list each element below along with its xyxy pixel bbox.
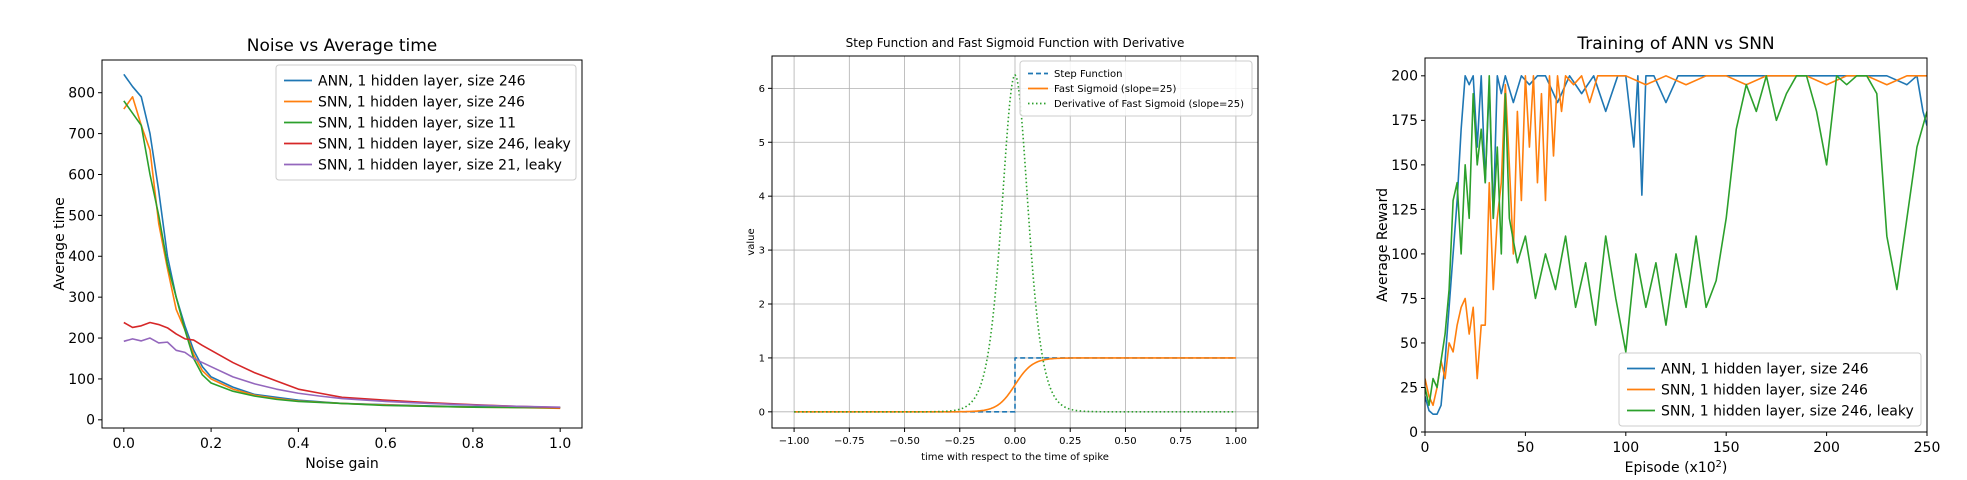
y-tick-label: 25 — [1400, 380, 1418, 396]
x-tick-label: 0 — [1421, 440, 1430, 456]
y-tick-label: 0 — [86, 413, 95, 429]
y-tick-label: 50 — [1400, 336, 1418, 352]
y-tick-label: 700 — [68, 127, 95, 143]
legend-label-0: Step Function — [1054, 69, 1122, 80]
series-group — [1425, 75, 1927, 415]
y-axis-label: value — [746, 228, 757, 255]
chart-title: Training of ANN vs SNN — [1576, 34, 1774, 54]
series-line-2 — [123, 100, 561, 409]
x-tick-label: 0.2 — [200, 436, 222, 452]
x-tick-label: 200 — [1813, 440, 1840, 456]
x-tick-label: 150 — [1713, 440, 1740, 456]
legend-label-1: SNN, 1 hidden layer, size 246 — [1661, 382, 1868, 398]
y-tick-label: 75 — [1400, 291, 1418, 307]
y-tick-label: 300 — [68, 290, 95, 306]
x-axis-label: time with respect to the time of spike — [921, 452, 1109, 463]
series-group — [794, 74, 1236, 413]
x-tick-label: 0.0 — [113, 436, 135, 452]
y-tick-label: 400 — [68, 249, 95, 265]
series-line-2 — [1425, 75, 1927, 407]
axes-frame — [101, 59, 583, 429]
y-tick-label: 2 — [759, 300, 765, 311]
legend: ANN, 1 hidden layer, size 246 SNN, 1 hidd… — [275, 64, 577, 181]
chart-title: Step Function and Fast Sigmoid Function … — [846, 36, 1185, 50]
legend-box — [1618, 352, 1922, 427]
legend: ANN, 1 hidden layer, size 246 SNN, 1 hidd… — [1618, 352, 1922, 427]
axes-frame — [1424, 57, 1928, 433]
legend: Step Function Fast Sigmoid (slope=25) Deri… — [1019, 60, 1253, 117]
y-tick-label: 125 — [1391, 202, 1418, 218]
legend-label-3: SNN, 1 hidden layer, size 246, leaky — [318, 136, 571, 152]
legend-label-4: SNN, 1 hidden layer, size 21, leaky — [318, 157, 562, 173]
x-tick-label: 0.8 — [462, 436, 484, 452]
y-tick-label: 600 — [68, 167, 95, 183]
x-tick-label: 0.75 — [1170, 436, 1192, 447]
series-line-1 — [794, 357, 1236, 413]
x-tick-label: 1.00 — [1225, 436, 1247, 447]
x-tick-label: 0.6 — [375, 436, 397, 452]
x-tick-label: 0.4 — [287, 436, 309, 452]
legend-label-0: ANN, 1 hidden layer, size 246 — [1661, 361, 1869, 377]
x-axis-label: Episode (x102) — [1625, 459, 1728, 477]
x-axis-label-superscript: 2 — [1716, 459, 1722, 470]
legend-label-2: Derivative of Fast Sigmoid (slope=25) — [1054, 99, 1244, 110]
y-axis-label: Average time — [52, 197, 68, 291]
series-line-3 — [123, 321, 561, 409]
x-tick-label: 1.0 — [549, 436, 571, 452]
x-axis-label-text: time with respect to the time of spike — [921, 452, 1109, 463]
series-line-4 — [123, 337, 561, 408]
y-axis-label: Average Reward — [1375, 188, 1391, 302]
x-tick-label: 50 — [1516, 440, 1534, 456]
y-tick-label: 500 — [68, 208, 95, 224]
y-tick-label: 0 — [1409, 425, 1418, 441]
series-line-2 — [794, 74, 1236, 413]
x-tick-label: 100 — [1612, 440, 1639, 456]
x-axis-label-suffix: ) — [1722, 460, 1727, 476]
y-tick-label: 800 — [68, 86, 95, 102]
x-axis-label: Noise gain — [305, 456, 379, 472]
step-and-sigmoid-chart: −1.00 −0.75 −0.50 −0.25 0.00 0.25 0.50 0.75 1.00… — [746, 36, 1259, 463]
legend-label-0: ANN, 1 hidden layer, size 246 — [318, 73, 526, 89]
y-tick-label: 200 — [68, 331, 95, 347]
y-tick-label: 150 — [1391, 158, 1418, 174]
legend-label-1: SNN, 1 hidden layer, size 246 — [318, 94, 525, 110]
x-axis-label-text: Noise gain — [305, 456, 379, 472]
training-ann-vs-snn-chart: 0 50 100 150 200 250 0 25 50 75 100 125 150 175 200 Tra… — [1375, 34, 1940, 476]
y-tick-label: 175 — [1391, 113, 1418, 129]
x-tick-label: −1.00 — [779, 436, 810, 447]
y-tick-label: 4 — [759, 192, 765, 203]
x-axis-label-text: Episode (x10 — [1625, 460, 1716, 476]
legend-label-2: SNN, 1 hidden layer, size 246, leaky — [1661, 403, 1914, 419]
y-tick-label: 1 — [759, 353, 765, 364]
x-tick-label: 250 — [1914, 440, 1941, 456]
legend-label-2: SNN, 1 hidden layer, size 11 — [318, 115, 516, 131]
y-tick-label: 3 — [759, 246, 765, 257]
x-tick-label: −0.25 — [944, 436, 975, 447]
y-tick-label: 6 — [759, 84, 765, 95]
y-tick-label: 100 — [1391, 247, 1418, 263]
series-group — [123, 73, 561, 410]
x-tick-label: 0.25 — [1059, 436, 1081, 447]
y-tick-label: 100 — [68, 372, 95, 388]
chart-title: Noise vs Average time — [247, 36, 438, 56]
y-tick-label: 5 — [759, 138, 765, 149]
x-tick-label: 0.00 — [1004, 436, 1026, 447]
legend-box — [275, 64, 577, 181]
legend-label-1: Fast Sigmoid (slope=25) — [1054, 84, 1177, 95]
y-tick-label: 200 — [1391, 69, 1418, 85]
legend-box — [1019, 60, 1253, 117]
x-tick-label: 0.50 — [1114, 436, 1136, 447]
x-tick-label: −0.75 — [834, 436, 865, 447]
series-line-1 — [1425, 75, 1927, 407]
noise-vs-average-time-chart: 0.0 0.2 0.4 0.6 0.8 1.0 0 100 200 300 400 500 600 700… — [52, 36, 583, 472]
y-tick-label: 0 — [759, 407, 765, 418]
x-tick-label: −0.50 — [889, 436, 920, 447]
